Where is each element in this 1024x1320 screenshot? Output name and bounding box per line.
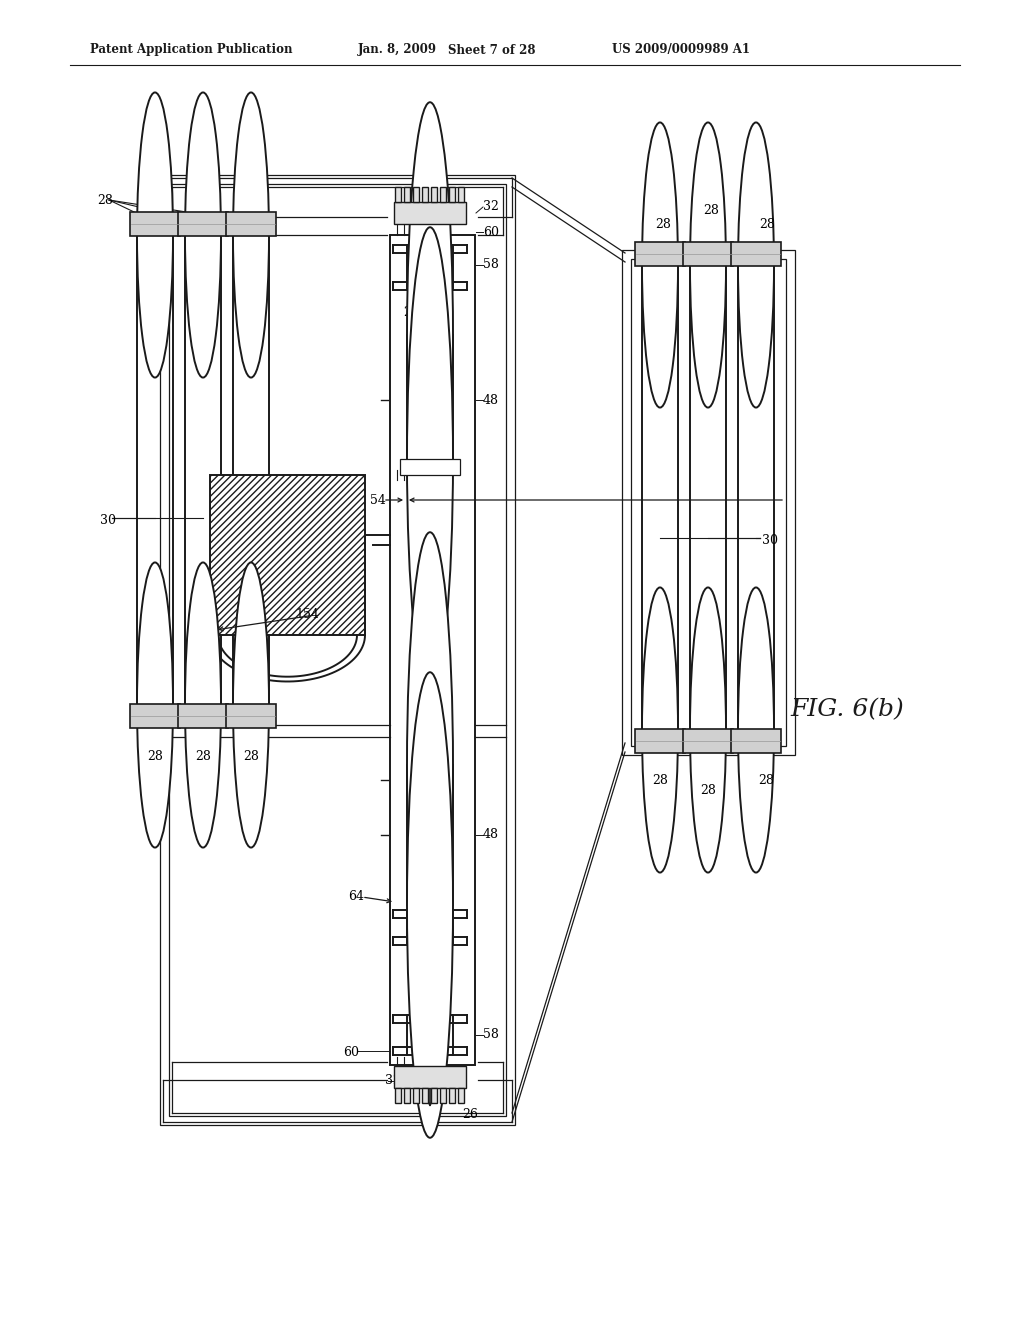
Polygon shape [395, 186, 400, 202]
Polygon shape [422, 1088, 428, 1104]
Text: US 2009/0009989 A1: US 2009/0009989 A1 [612, 44, 750, 57]
Polygon shape [394, 202, 466, 224]
Ellipse shape [137, 92, 173, 378]
Polygon shape [394, 1067, 466, 1088]
Ellipse shape [738, 587, 774, 873]
Text: 28: 28 [758, 774, 774, 787]
Polygon shape [395, 1088, 400, 1104]
Polygon shape [450, 186, 455, 202]
Polygon shape [459, 1088, 464, 1104]
Text: 28: 28 [759, 219, 775, 231]
Text: 30: 30 [100, 513, 116, 527]
Text: 32: 32 [385, 1074, 400, 1088]
Polygon shape [440, 1088, 445, 1104]
Polygon shape [635, 729, 685, 752]
Polygon shape [404, 1088, 410, 1104]
Ellipse shape [185, 92, 221, 378]
Text: 28: 28 [655, 219, 671, 231]
Polygon shape [130, 213, 180, 236]
Polygon shape [440, 186, 445, 202]
Ellipse shape [185, 562, 221, 847]
Text: FIG. 6(b): FIG. 6(b) [790, 698, 904, 722]
Text: 58: 58 [483, 1028, 499, 1041]
Text: 32: 32 [483, 201, 499, 214]
Text: 64: 64 [348, 891, 364, 903]
Polygon shape [226, 213, 276, 236]
Polygon shape [130, 704, 180, 729]
Ellipse shape [407, 672, 453, 1138]
Text: 26: 26 [403, 306, 419, 319]
Text: 28: 28 [652, 774, 668, 787]
Ellipse shape [407, 227, 453, 693]
Text: 48: 48 [483, 829, 499, 842]
Text: 60: 60 [343, 1047, 359, 1060]
Polygon shape [731, 729, 781, 752]
Text: Jan. 8, 2009: Jan. 8, 2009 [358, 44, 437, 57]
Ellipse shape [233, 92, 269, 378]
Polygon shape [450, 1088, 455, 1104]
Text: 28: 28 [700, 784, 716, 796]
Text: Sheet 7 of 28: Sheet 7 of 28 [449, 44, 536, 57]
Polygon shape [178, 213, 228, 236]
Text: 54: 54 [370, 494, 386, 507]
Text: Patent Application Publication: Patent Application Publication [90, 44, 293, 57]
Text: 60: 60 [483, 226, 499, 239]
Polygon shape [414, 186, 419, 202]
Text: 28: 28 [703, 203, 719, 216]
Polygon shape [178, 704, 228, 729]
Polygon shape [683, 242, 733, 267]
Polygon shape [683, 729, 733, 752]
Text: 28: 28 [147, 751, 163, 763]
Text: 154: 154 [295, 609, 318, 622]
Polygon shape [431, 1088, 437, 1104]
Ellipse shape [137, 562, 173, 847]
Polygon shape [431, 186, 437, 202]
Polygon shape [226, 704, 276, 729]
Text: 48: 48 [483, 393, 499, 407]
Text: 28: 28 [195, 751, 211, 763]
Polygon shape [404, 186, 410, 202]
Polygon shape [459, 186, 464, 202]
Ellipse shape [690, 123, 726, 408]
Ellipse shape [233, 562, 269, 847]
Polygon shape [731, 242, 781, 267]
Ellipse shape [642, 587, 678, 873]
Ellipse shape [407, 532, 453, 998]
Polygon shape [422, 186, 428, 202]
Text: 28: 28 [97, 194, 113, 206]
Text: 28: 28 [243, 751, 259, 763]
Polygon shape [635, 242, 685, 267]
Polygon shape [414, 1088, 419, 1104]
Text: 26: 26 [462, 1109, 478, 1122]
Ellipse shape [407, 102, 453, 568]
Ellipse shape [642, 123, 678, 408]
Polygon shape [400, 459, 460, 475]
Polygon shape [210, 475, 365, 635]
Ellipse shape [738, 123, 774, 408]
Ellipse shape [690, 587, 726, 873]
Text: 58: 58 [483, 259, 499, 272]
Text: 30: 30 [762, 533, 778, 546]
